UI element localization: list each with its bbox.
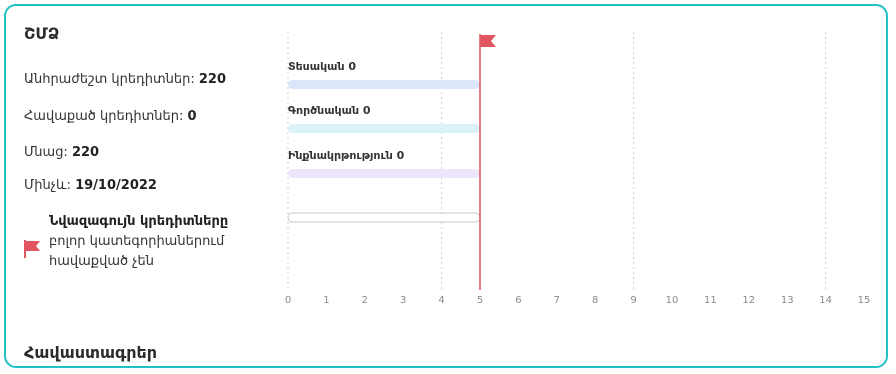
x-tick-label: 11 [704, 295, 717, 306]
remaining-credits-value: 220 [71, 145, 100, 160]
category-label: Գործնական 0 [288, 104, 371, 117]
x-tick-label: 0 [285, 295, 291, 306]
x-tick-label: 5 [477, 295, 483, 306]
category-bar-track [288, 124, 480, 133]
collected-credits: Հավաքած կրեդիտներ: 0 [24, 109, 197, 124]
x-tick-label: 14 [819, 295, 832, 306]
collected-credits-value: 0 [187, 109, 197, 124]
remaining-credits-label: Մնաց: [24, 145, 72, 160]
x-tick-label: 9 [630, 295, 636, 306]
target-flag-icon [480, 35, 496, 47]
x-tick-label: 6 [515, 295, 521, 306]
required-credits: Անհրաժեշտ կրեդիտներ: 220 [24, 72, 226, 87]
category-label: Տեսական 0 [288, 60, 356, 73]
x-tick-label: 15 [858, 295, 871, 306]
x-tick-label: 4 [438, 295, 444, 306]
category-bar-track [288, 169, 480, 178]
x-tick-label: 8 [592, 295, 598, 306]
category-label: Ինքնակրթություն 0 [288, 149, 405, 162]
x-tick-label: 12 [742, 295, 755, 306]
remaining-credits: Մնաց: 220 [24, 145, 99, 160]
deadline: Մինչև: 19/10/2022 [24, 178, 157, 193]
x-tick-label: 1 [323, 295, 329, 306]
x-tick-label: 10 [666, 295, 679, 306]
required-credits-value: 220 [198, 72, 227, 87]
note-text: բոլոր կատեգորիաներում հավաքված չեն [49, 234, 225, 269]
x-tick-label: 13 [781, 295, 794, 306]
flag-icon [24, 240, 40, 258]
deadline-label: Մինչև: [24, 178, 76, 193]
certificates-title: Հավաստագրեր [24, 343, 158, 362]
x-tick-label: 7 [554, 295, 560, 306]
note-strong: Նվազագույն կրեդիտները [49, 214, 229, 229]
credits-card [4, 4, 888, 368]
collected-credits-label: Հավաքած կրեդիտներ: [24, 109, 188, 124]
card-title: ՇՄՁ [24, 24, 60, 43]
category-bar-track [287, 212, 481, 223]
required-credits-label: Անհրաժեշտ կրեդիտներ: [24, 72, 199, 87]
deadline-value: 19/10/2022 [75, 178, 157, 193]
x-tick-label: 3 [400, 295, 406, 306]
x-tick-label: 2 [362, 295, 368, 306]
category-bar-track [288, 80, 480, 89]
minimum-credits-note: Նվազագույն կրեդիտները բոլոր կատեգորիաներ… [49, 212, 249, 272]
